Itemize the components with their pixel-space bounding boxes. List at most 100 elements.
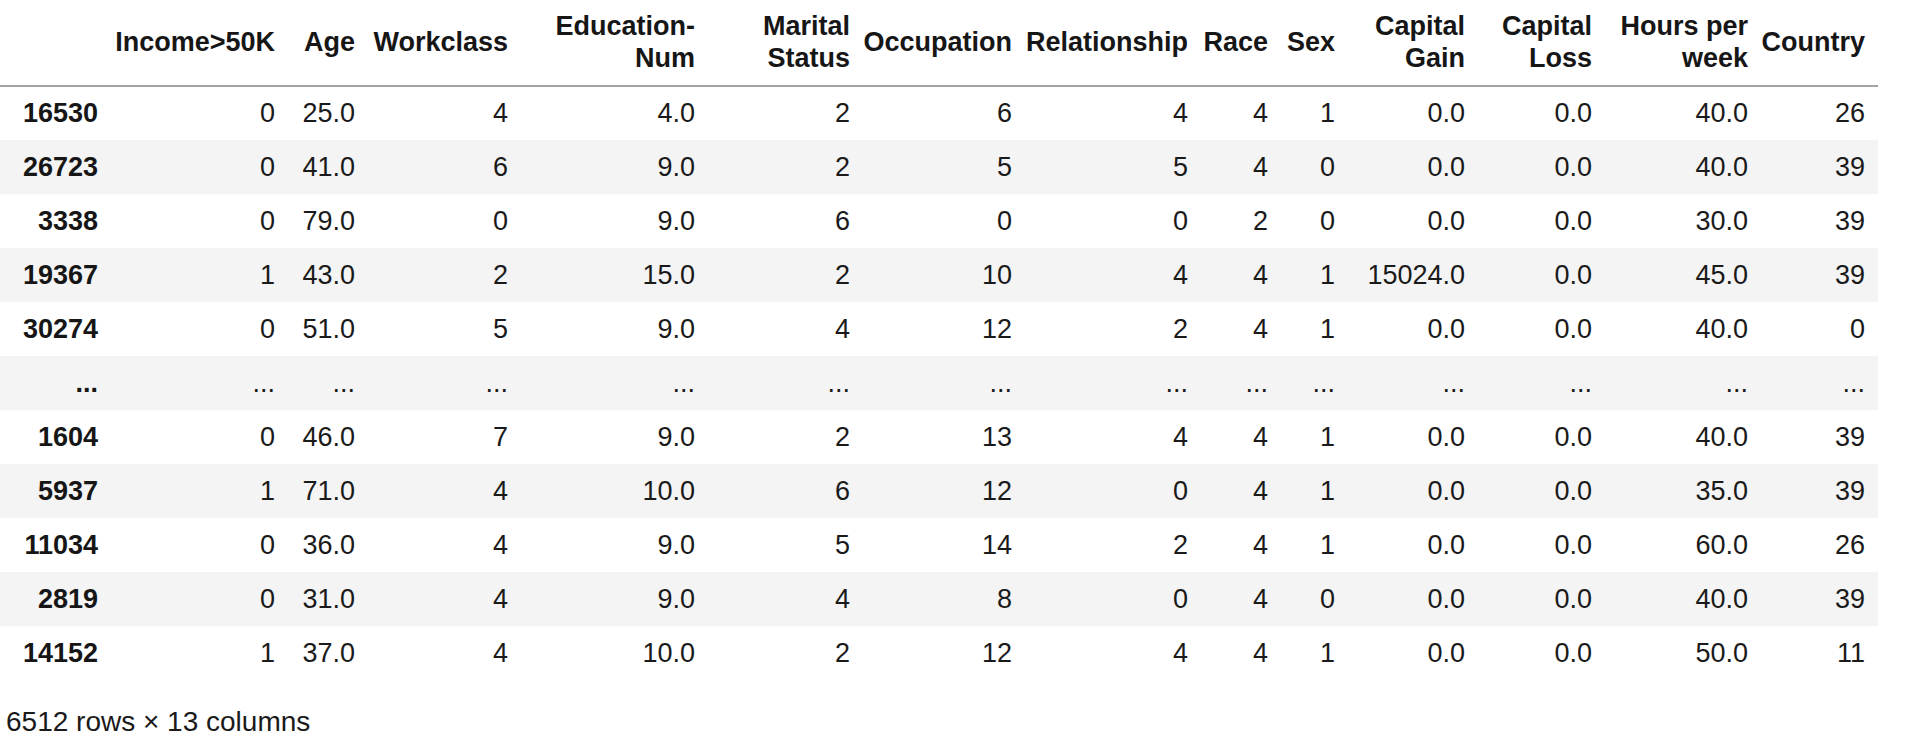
cell: 46.0 [288,410,368,464]
cell: 0.0 [1478,140,1605,194]
cell: 0 [1025,464,1201,518]
cell: 9.0 [521,140,708,194]
cell: 15024.0 [1348,248,1478,302]
row-count-summary: 6512 rows × 13 columns [6,706,1930,738]
cell: 0 [863,194,1025,248]
cell: 1 [1281,86,1348,140]
cell: 0.0 [1348,140,1478,194]
table-row: 30274051.059.04122410.00.040.00 [0,302,1878,356]
column-header: Education- Num [521,0,708,86]
cell: 4 [1201,518,1281,572]
cell: 12 [863,464,1025,518]
cell: 1 [1281,248,1348,302]
column-header: Age [288,0,368,86]
cell: 0 [1281,194,1348,248]
cell: 9.0 [521,518,708,572]
cell: 0.0 [1478,86,1605,140]
cell: 1 [113,248,288,302]
header-row: Income>50KAgeWorkclassEducation- NumMari… [0,0,1878,86]
column-header: Income>50K [113,0,288,86]
row-index: 3338 [0,194,113,248]
cell: 14 [863,518,1025,572]
table-body: 16530025.044.0264410.00.040.02626723041.… [0,86,1878,680]
cell: 2 [1025,302,1201,356]
cell: 4 [368,86,521,140]
cell: 10.0 [521,464,708,518]
cell: 1 [113,626,288,680]
cell: 0.0 [1348,194,1478,248]
cell: 0 [113,302,288,356]
table-row: 26723041.069.0255400.00.040.039 [0,140,1878,194]
cell: ... [1348,356,1478,410]
cell: ... [1025,356,1201,410]
cell: 6 [708,464,863,518]
cell: 4 [708,302,863,356]
cell: 0 [113,572,288,626]
index-column-header [0,0,113,86]
cell: 0 [1025,572,1201,626]
cell: 0.0 [1478,302,1605,356]
cell: 4 [1201,302,1281,356]
row-index: 2819 [0,572,113,626]
cell: 4 [1025,410,1201,464]
table-row: 2819031.049.0480400.00.040.039 [0,572,1878,626]
cell: 31.0 [288,572,368,626]
cell: 8 [863,572,1025,626]
cell: 1 [1281,410,1348,464]
cell: 10.0 [521,626,708,680]
row-index: 30274 [0,302,113,356]
cell: 4 [1201,410,1281,464]
cell: 4 [1025,248,1201,302]
cell: 0.0 [1348,410,1478,464]
cell: ... [521,356,708,410]
table-row: 11034036.049.05142410.00.060.026 [0,518,1878,572]
cell: 40.0 [1605,302,1761,356]
cell: 0 [113,194,288,248]
cell: 6 [708,194,863,248]
cell: 4 [1201,248,1281,302]
cell: ... [1761,356,1878,410]
cell: 0 [1281,572,1348,626]
cell: 4 [1201,86,1281,140]
cell: 1 [113,464,288,518]
cell: 4 [368,464,521,518]
cell: 40.0 [1605,572,1761,626]
dataframe-output: Income>50KAgeWorkclassEducation- NumMari… [0,0,1930,755]
cell: ... [1281,356,1348,410]
cell: 37.0 [288,626,368,680]
cell: 0 [113,410,288,464]
cell: ... [863,356,1025,410]
row-index: ... [0,356,113,410]
cell: 0 [1761,302,1878,356]
cell: 39 [1761,194,1878,248]
cell: 0 [113,86,288,140]
cell: 26 [1761,86,1878,140]
cell: 40.0 [1605,410,1761,464]
table-row: ........................................… [0,356,1878,410]
row-index: 26723 [0,140,113,194]
cell: 2 [708,140,863,194]
cell: 4 [368,518,521,572]
cell: 0.0 [1478,572,1605,626]
column-header: Marital Status [708,0,863,86]
table-row: 14152137.0410.02124410.00.050.011 [0,626,1878,680]
cell: 51.0 [288,302,368,356]
cell: 39 [1761,140,1878,194]
cell: 4 [1025,86,1201,140]
cell: 0 [1281,140,1348,194]
cell: 5 [368,302,521,356]
cell: 12 [863,626,1025,680]
cell: 25.0 [288,86,368,140]
cell: 0.0 [1478,194,1605,248]
cell: 2 [708,626,863,680]
table-row: 5937171.0410.06120410.00.035.039 [0,464,1878,518]
cell: 13 [863,410,1025,464]
cell: 43.0 [288,248,368,302]
column-header: Capital Gain [1348,0,1478,86]
column-header: Workclass [368,0,521,86]
cell: 5 [1025,140,1201,194]
cell: ... [1605,356,1761,410]
column-header: Relationship [1025,0,1201,86]
cell: 39 [1761,572,1878,626]
cell: 0.0 [1478,410,1605,464]
